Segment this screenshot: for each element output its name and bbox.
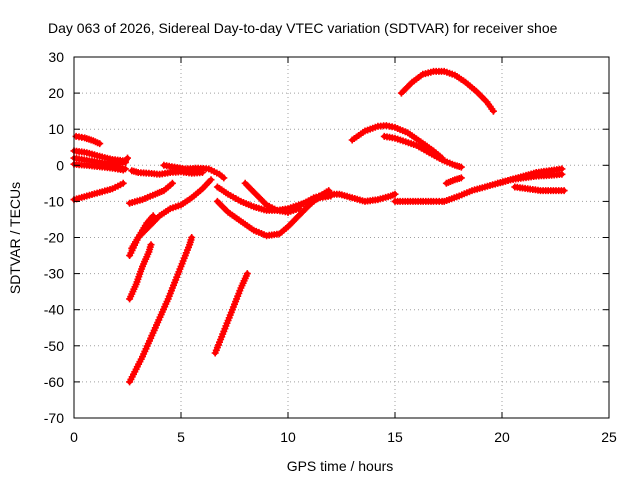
data-point-marker — [220, 174, 228, 182]
data-point-marker — [457, 163, 465, 171]
grid-lines — [74, 57, 609, 418]
y-axis-label: SDTVAR / TECUs — [7, 182, 23, 294]
series-s11 — [126, 212, 157, 259]
chart-title: Day 063 of 2026, Sidereal Day-to-day VTE… — [48, 20, 558, 36]
x-tick-label: 15 — [387, 429, 403, 445]
data-point-marker — [243, 270, 251, 278]
series-s8 — [160, 161, 228, 182]
data-point-marker — [149, 212, 157, 220]
series-s18 — [284, 190, 399, 216]
x-tick-label: 10 — [280, 429, 296, 445]
data-point-marker — [147, 241, 155, 249]
data-point-marker — [457, 174, 465, 182]
y-tick-label: -50 — [44, 338, 64, 354]
x-tick-label: 25 — [601, 429, 617, 445]
data-point-marker — [207, 176, 215, 184]
series-s5 — [70, 179, 127, 204]
y-tick-label: -40 — [44, 302, 64, 318]
series-s23 — [442, 174, 465, 187]
series-s1 — [72, 132, 104, 148]
series-s2 — [70, 147, 131, 165]
axis-ticks: 0 5 10 15 20 25 -70 -60 -50 -40 -30 -20 -10 0 10 20 30 — [44, 49, 617, 445]
series-s26 — [397, 67, 497, 115]
data-point-marker — [391, 190, 399, 198]
series-s9 — [126, 179, 176, 207]
y-tick-label: 30 — [48, 49, 64, 65]
series-s14 — [211, 270, 251, 357]
y-tick-label: -10 — [44, 193, 64, 209]
series-s25 — [380, 132, 465, 171]
y-tick-label: -70 — [44, 410, 64, 426]
data-point-marker — [121, 158, 129, 166]
data-point-marker — [124, 154, 131, 162]
x-tick-label: 0 — [70, 429, 78, 445]
y-tick-label: -30 — [44, 266, 64, 282]
y-tick-label: 10 — [48, 121, 64, 137]
series-s19 — [391, 197, 446, 205]
data-point-marker — [168, 179, 176, 187]
y-tick-label: 20 — [48, 85, 64, 101]
data-point-marker — [560, 187, 568, 195]
series-s22 — [511, 183, 568, 195]
data-point-marker — [558, 170, 566, 178]
x-axis-label: GPS time / hours — [287, 458, 394, 474]
data-point-marker — [489, 107, 497, 115]
data-point-marker — [119, 179, 127, 187]
series-s12 — [126, 241, 155, 303]
y-tick-label: 0 — [56, 157, 64, 173]
data-point-marker — [121, 165, 129, 173]
series-s13 — [126, 234, 196, 386]
data-point-marker — [96, 140, 104, 148]
y-tick-label: -20 — [44, 230, 64, 246]
data-series — [70, 67, 568, 386]
series-s6 — [113, 163, 129, 173]
data-point-marker — [188, 234, 196, 241]
y-tick-label: -60 — [44, 374, 64, 390]
x-tick-label: 20 — [494, 429, 510, 445]
series-s21 — [494, 170, 566, 187]
x-tick-label: 5 — [177, 429, 185, 445]
